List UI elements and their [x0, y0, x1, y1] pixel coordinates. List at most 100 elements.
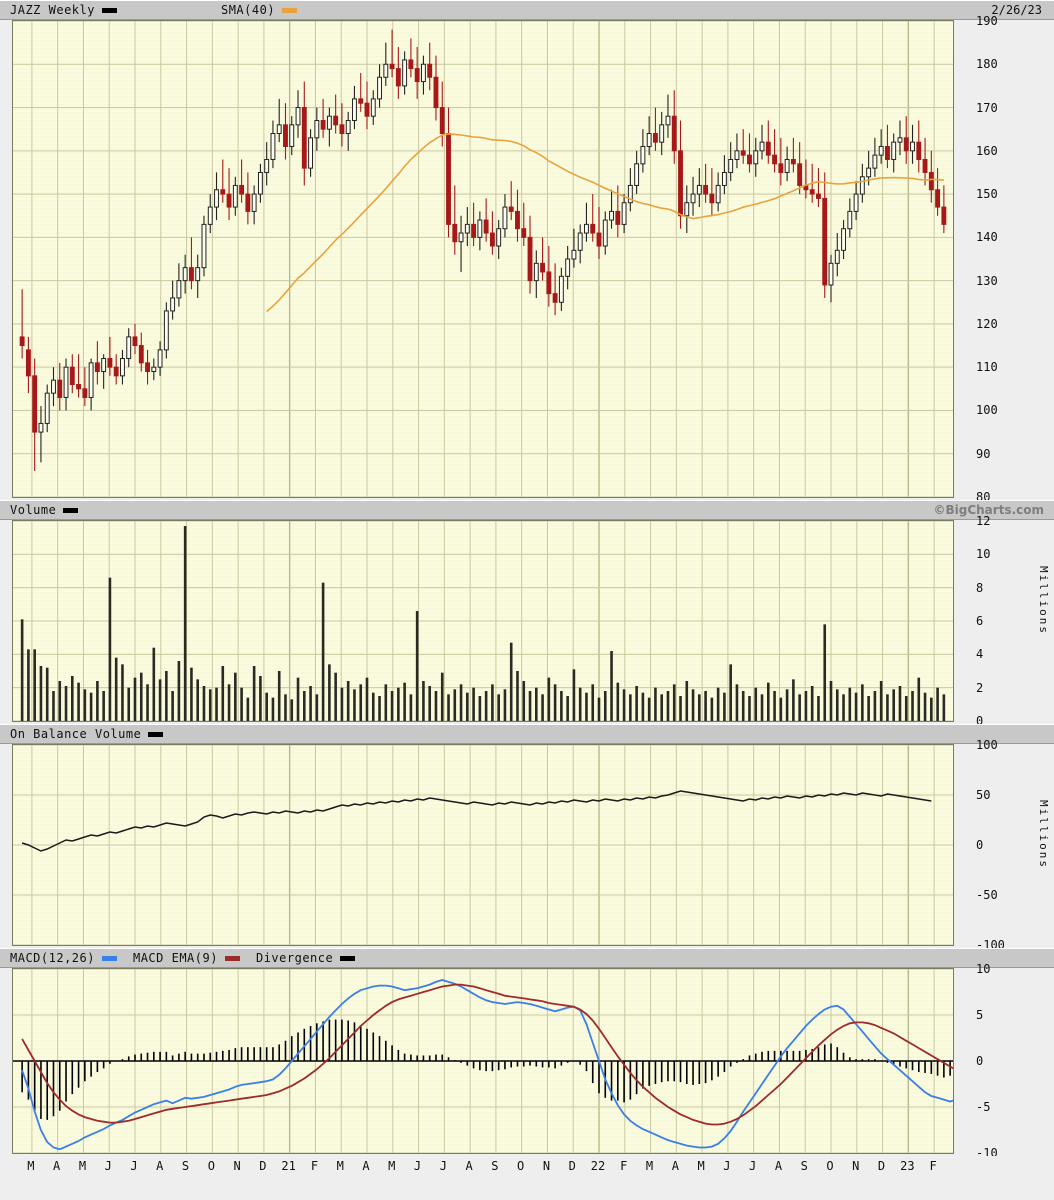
y-axis-tick: 160 — [976, 143, 998, 158]
x-axis-tick: M — [336, 1159, 344, 1173]
divergence-label: Divergence — [255, 951, 334, 965]
macd-panel-header: MACD(12,26) MACD EMA(9) Divergence — [0, 948, 1054, 968]
x-axis-tick: A — [362, 1159, 370, 1173]
macd-plot — [12, 968, 954, 1154]
x-axis-tick: M — [27, 1159, 35, 1173]
x-axis-tick: 23 — [900, 1159, 915, 1173]
y-axis-tick: 110 — [976, 360, 998, 375]
y-axis-tick: 6 — [976, 614, 984, 628]
symbol-label: JAZZ Weekly — [10, 3, 95, 17]
volume-legend: Volume — [10, 503, 79, 517]
y-axis-tick: 10 — [976, 962, 991, 976]
y-axis-tick: 90 — [976, 446, 991, 461]
x-axis-tick: A — [53, 1159, 61, 1173]
x-axis-tick: J — [749, 1159, 757, 1173]
macd-swatch-icon — [101, 955, 117, 961]
x-axis-tick: D — [568, 1159, 576, 1173]
x-axis-tick: M — [645, 1159, 654, 1173]
x-axis-tick: S — [491, 1159, 499, 1173]
obv-unit-label: Millions — [1037, 800, 1050, 869]
x-axis-tick: J — [439, 1159, 447, 1173]
x-axis-tick: J — [104, 1159, 112, 1173]
x-axis-tick: M — [388, 1159, 396, 1173]
y-axis-tick: 140 — [976, 230, 998, 245]
x-axis-tick: O — [826, 1159, 834, 1173]
macd-ema-swatch-icon — [224, 955, 240, 961]
y-axis-tick: 0 — [976, 714, 984, 728]
volume-unit-label: Millions — [1037, 566, 1050, 635]
bigcharts-watermark: ©BigCharts.com — [933, 503, 1044, 517]
obv-plot-wrap: 100 50 0 -50 -100 Millions — [0, 738, 1054, 952]
symbol-swatch-icon — [101, 7, 117, 13]
x-axis-tick: F — [620, 1159, 628, 1173]
y-axis-tick: 50 — [976, 788, 991, 802]
y-axis-tick: 130 — [976, 273, 998, 288]
y-axis-tick: 190 — [976, 14, 998, 28]
symbol-legend: JAZZ Weekly — [10, 3, 117, 17]
y-axis-tick: 150 — [976, 187, 998, 202]
macd-ema-label: MACD EMA(9) — [132, 951, 218, 965]
volume-label: Volume — [10, 503, 57, 517]
x-axis-tick: 21 — [281, 1159, 296, 1173]
macd-legend: MACD(12,26) — [10, 951, 117, 965]
x-axis-tick: S — [181, 1159, 190, 1173]
x-axis-tick: A — [465, 1159, 473, 1173]
x-axis-tick: N — [233, 1159, 241, 1173]
x-axis-tick: S — [800, 1159, 808, 1173]
divergence-legend: Divergence — [255, 951, 356, 965]
y-axis-tick: 180 — [976, 57, 998, 72]
macd-label: MACD(12,26) — [10, 951, 95, 965]
x-axis-tick: N — [542, 1159, 551, 1173]
x-axis-tick: J — [413, 1159, 422, 1173]
y-axis-tick: 0 — [976, 1054, 984, 1068]
quote-date: 2/26/23 — [991, 3, 1042, 17]
obv-y-axis: 100 50 0 -50 -100 — [962, 738, 1054, 952]
macd-canvas — [13, 969, 953, 1153]
x-axis-tick: M — [697, 1159, 705, 1173]
sma-label: SMA(40) — [220, 3, 276, 17]
sma-swatch-icon — [282, 7, 298, 13]
volume-plot — [12, 520, 954, 722]
y-axis-tick: 120 — [976, 316, 998, 331]
volume-y-axis: 12 10 8 6 4 2 0 — [962, 514, 1054, 728]
price-y-axis: 190 180 170 160 150 140 130 120 110 100 90 80 — [962, 14, 1054, 504]
y-axis-tick: 0 — [976, 838, 984, 852]
price-canvas — [13, 21, 953, 497]
obv-legend: On Balance Volume — [10, 727, 164, 741]
obv-plot — [12, 744, 954, 946]
y-axis-tick: 100 — [976, 403, 998, 418]
price-plot-wrap: 190 180 170 160 150 140 130 120 110 100 90 80 — [0, 14, 1054, 504]
x-axis-tick: A — [671, 1159, 679, 1173]
x-axis-tick: F — [310, 1159, 319, 1173]
x-axis-tick: A — [156, 1159, 164, 1173]
volume-panel-header: Volume ©BigCharts.com — [0, 500, 1054, 520]
x-axis-tick: F — [929, 1159, 937, 1173]
y-axis-tick: -5 — [976, 1100, 991, 1114]
macd-y-axis: 10 5 0 -5 -10 — [962, 962, 1054, 1160]
price-plot — [12, 20, 954, 498]
y-axis-tick: -50 — [976, 888, 998, 902]
obv-label: On Balance Volume — [10, 727, 142, 741]
x-axis-tick: A — [774, 1159, 783, 1173]
x-axis-tick: J — [130, 1159, 138, 1173]
sma-legend: SMA(40) — [220, 3, 298, 17]
y-axis-tick: 5 — [976, 1008, 984, 1022]
x-axis-tick: N — [852, 1159, 860, 1173]
y-axis-tick: 4 — [976, 647, 984, 662]
divergence-swatch-icon — [340, 955, 356, 961]
y-axis-tick: 8 — [976, 580, 984, 595]
x-axis-tick: 22 — [590, 1159, 606, 1173]
macd-plot-wrap: 10 5 0 -5 -10 — [0, 962, 1054, 1160]
obv-canvas — [13, 745, 953, 945]
y-axis-tick: 12 — [976, 514, 991, 528]
x-axis-tick: M — [78, 1159, 87, 1173]
x-axis-tick: J — [723, 1159, 731, 1173]
x-axis: M A M J J A S O N D 21 F M A M J J A S O N D 22 F M A M J J A S O N D 23 F — [0, 1156, 1054, 1178]
obv-panel-header: On Balance Volume — [0, 724, 1054, 744]
x-axis-tick: D — [259, 1159, 267, 1173]
price-panel-header: JAZZ Weekly SMA(40) 2/26/23 — [0, 0, 1054, 20]
volume-swatch-icon — [63, 507, 79, 513]
x-axis-tick: D — [877, 1159, 886, 1173]
y-axis-tick: 2 — [976, 680, 984, 695]
